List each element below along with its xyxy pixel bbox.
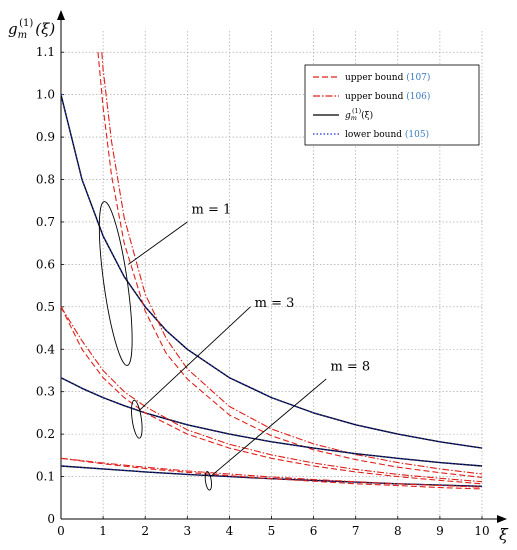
legend-box bbox=[304, 64, 480, 146]
y-tick-label: 0.3 bbox=[36, 385, 55, 399]
annotation-pointer-m1 bbox=[128, 221, 188, 265]
y-label-sub: m bbox=[18, 30, 27, 41]
x-tick-label: 10 bbox=[474, 524, 489, 538]
x-tick-label: 3 bbox=[183, 524, 191, 538]
series-m8_upper107 bbox=[60, 457, 483, 490]
series-m1_upper106 bbox=[101, 52, 483, 475]
annotations: m = 1 m = 3 m = 8 bbox=[98, 201, 370, 491]
x-tick-label: 0 bbox=[57, 524, 65, 538]
x-tick-label: 4 bbox=[226, 524, 234, 538]
legend-label-upper107: upper bound (107) bbox=[345, 72, 430, 83]
annotation-ellipse-m1 bbox=[98, 201, 133, 366]
grid bbox=[61, 31, 483, 519]
y-tick-label: 1.1 bbox=[36, 45, 55, 59]
y-tick-label: 0 bbox=[47, 512, 55, 526]
x-tick-label: 5 bbox=[268, 524, 276, 538]
series-m1_lower bbox=[60, 94, 483, 449]
x-tick-label: 6 bbox=[310, 524, 318, 538]
y-axis-label: gm(1) (ξ) bbox=[8, 18, 55, 41]
legend-label-exact: gm(1)(ξ) bbox=[345, 107, 373, 122]
axes bbox=[57, 10, 507, 523]
x-tick-label: 1 bbox=[99, 524, 107, 538]
annotation-pointer-m8 bbox=[210, 378, 327, 477]
y-tick-label: 1.0 bbox=[36, 88, 55, 102]
annotation-ellipse-m3 bbox=[131, 399, 143, 439]
legend: upper bound (107) upper bound (106) gm(1)(… bbox=[304, 64, 480, 146]
y-tick-label: 0.6 bbox=[36, 257, 55, 271]
y-label-arg: (ξ) bbox=[35, 20, 55, 38]
series-m3_upper107 bbox=[60, 306, 483, 485]
tick-labels: 0 1 2 3 4 5 6 7 8 9 10 0 0.1 0.2 0.3 0.4 0.5 0.6 0.7 0.8 0.9… bbox=[36, 45, 490, 538]
x-axis-arrow bbox=[497, 515, 507, 523]
y-tick-label: 0.5 bbox=[36, 300, 55, 314]
x-tick-label: 2 bbox=[141, 524, 149, 538]
series-m3_lower bbox=[60, 377, 483, 467]
series-layer bbox=[60, 52, 483, 490]
y-tick-label: 0.9 bbox=[36, 130, 55, 144]
x-tick-label: 8 bbox=[394, 524, 402, 538]
legend-label-upper106: upper bound (106) bbox=[345, 91, 430, 102]
y-tick-label: 0.7 bbox=[36, 215, 55, 229]
x-axis-label: ξ bbox=[499, 525, 509, 544]
y-label-base: g bbox=[8, 20, 18, 38]
series-m1_upper107 bbox=[97, 52, 483, 478]
annotation-label-m8: m = 8 bbox=[330, 359, 370, 374]
y-tick-label: 0.2 bbox=[36, 427, 55, 441]
annotation-pointer-m3 bbox=[138, 306, 251, 412]
legend-label-lower105: lower bound (105) bbox=[345, 129, 429, 140]
x-tick-label: 9 bbox=[436, 524, 444, 538]
y-label-sup: (1) bbox=[19, 18, 33, 29]
annotation-label-m1: m = 1 bbox=[192, 202, 232, 217]
x-tick-label: 7 bbox=[352, 524, 360, 538]
y-tick-label: 0.4 bbox=[36, 342, 55, 356]
annotation-label-m3: m = 3 bbox=[255, 296, 295, 311]
y-tick-label: 0.1 bbox=[36, 470, 55, 484]
series-m3_upper106 bbox=[60, 306, 483, 483]
y-tick-label: 0.8 bbox=[36, 173, 55, 187]
series-m8_upper106 bbox=[60, 457, 483, 488]
annotation-ellipse-m8 bbox=[204, 471, 212, 491]
y-axis-arrow bbox=[57, 10, 65, 20]
